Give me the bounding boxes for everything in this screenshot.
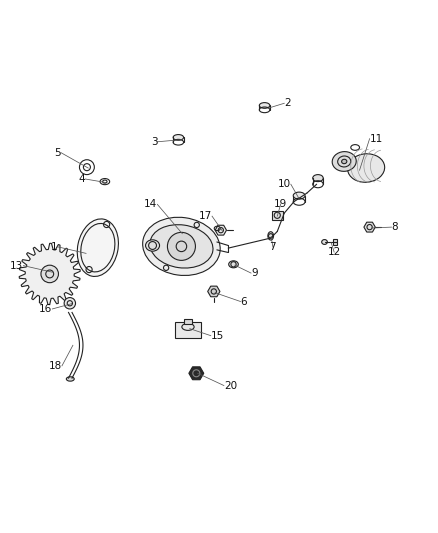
- Text: 11: 11: [369, 134, 382, 144]
- Polygon shape: [215, 225, 226, 235]
- Text: 8: 8: [391, 222, 397, 232]
- Text: 18: 18: [49, 361, 62, 371]
- Text: 3: 3: [150, 137, 157, 147]
- Ellipse shape: [341, 159, 346, 164]
- Text: 2: 2: [284, 98, 290, 108]
- Polygon shape: [188, 367, 203, 379]
- Text: 14: 14: [144, 199, 157, 209]
- Circle shape: [167, 232, 195, 261]
- Ellipse shape: [145, 240, 159, 251]
- Ellipse shape: [293, 192, 304, 199]
- Text: 4: 4: [78, 174, 85, 184]
- Text: 19: 19: [273, 199, 287, 209]
- Ellipse shape: [228, 261, 238, 268]
- Ellipse shape: [142, 217, 220, 276]
- Ellipse shape: [347, 154, 384, 182]
- Polygon shape: [207, 286, 219, 297]
- Text: 16: 16: [39, 304, 52, 314]
- Text: 6: 6: [240, 296, 247, 306]
- Circle shape: [41, 265, 58, 282]
- Bar: [332, 239, 336, 245]
- Ellipse shape: [332, 151, 355, 171]
- Ellipse shape: [77, 219, 118, 277]
- Text: 12: 12: [327, 247, 340, 257]
- Ellipse shape: [312, 175, 322, 182]
- Text: 5: 5: [54, 148, 61, 158]
- Polygon shape: [363, 222, 374, 232]
- Ellipse shape: [149, 225, 212, 268]
- Ellipse shape: [259, 103, 269, 108]
- Ellipse shape: [267, 232, 273, 240]
- Text: 15: 15: [210, 330, 223, 341]
- Bar: [175, 321, 200, 338]
- Text: 7: 7: [269, 242, 276, 252]
- Text: 17: 17: [198, 211, 212, 221]
- Text: 9: 9: [251, 268, 257, 278]
- Bar: [183, 319, 192, 324]
- Circle shape: [64, 297, 75, 309]
- Text: 1: 1: [51, 242, 57, 252]
- Bar: [271, 211, 283, 220]
- Ellipse shape: [66, 377, 74, 381]
- Text: 13: 13: [10, 261, 23, 271]
- Text: 10: 10: [277, 179, 290, 189]
- Ellipse shape: [321, 240, 327, 245]
- Polygon shape: [19, 243, 80, 304]
- Ellipse shape: [173, 134, 183, 140]
- Text: 20: 20: [223, 381, 237, 391]
